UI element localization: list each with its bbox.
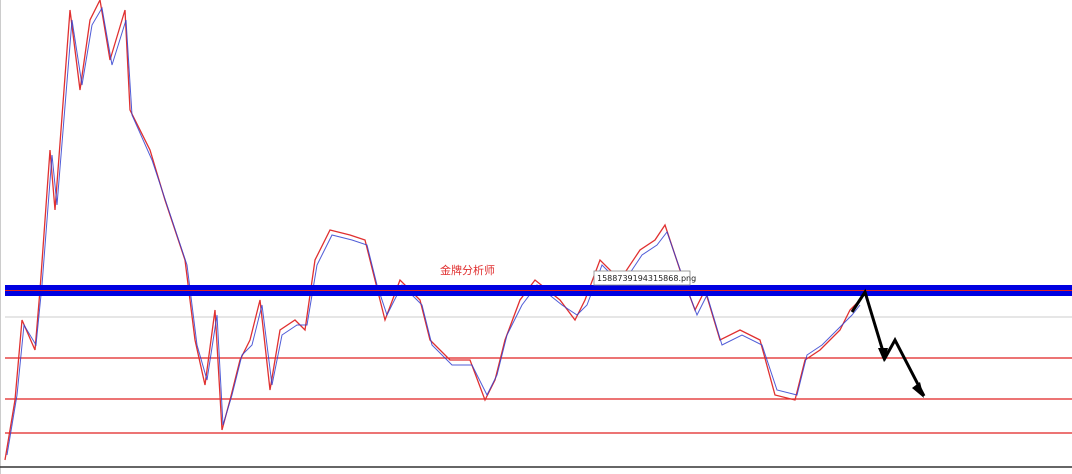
tooltip-box — [593, 270, 691, 286]
tooltip-text: 1588739194315868.png — [597, 274, 696, 283]
arrow-head — [878, 348, 888, 362]
arrow-head — [912, 382, 924, 398]
price-line-blue — [6, 6, 861, 456]
price-line-red — [4, 0, 861, 461]
watermark: 金牌分析师 — [440, 263, 495, 277]
